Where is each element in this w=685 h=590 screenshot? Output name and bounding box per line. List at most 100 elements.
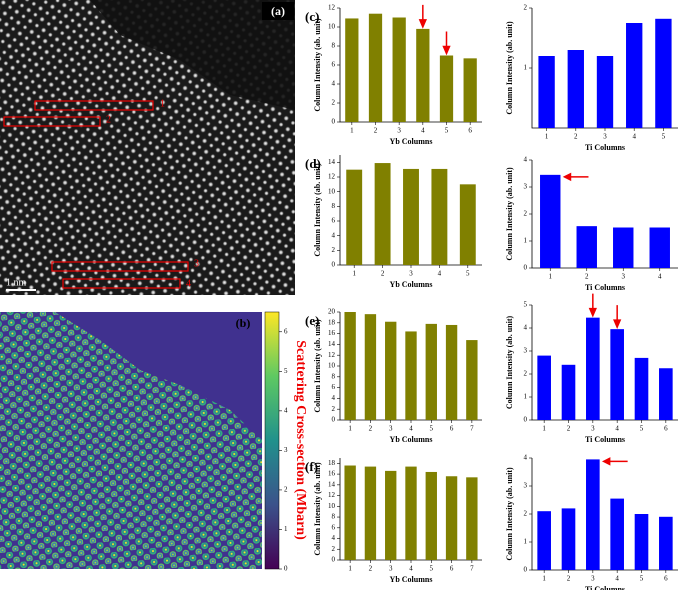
y-tick-label: 2 (332, 246, 336, 254)
arrow (588, 293, 597, 318)
x-tick-label: 3 (389, 565, 393, 573)
y-tick-label: 1 (524, 538, 528, 546)
y-tick-label: 16 (328, 470, 336, 478)
panel-label: (f) (305, 459, 318, 474)
bar (634, 514, 649, 570)
bar (466, 340, 478, 420)
y-tick-label: 0 (524, 416, 528, 424)
x-tick-label: 4 (615, 575, 619, 583)
x-tick-label: 4 (438, 270, 442, 278)
y-axis-label: Column Intensity (ab. unit) (505, 315, 514, 409)
x-tick-label: 6 (468, 127, 472, 135)
colorbar-tick-label: 0 (284, 565, 288, 573)
bar (649, 227, 670, 268)
y-tick-label: 12 (328, 173, 336, 181)
empty-region (55, 312, 262, 440)
axis (339, 8, 482, 123)
y-tick-label: 6 (332, 217, 336, 225)
x-tick-label: 4 (632, 133, 636, 141)
bar (425, 471, 437, 560)
x-tick-label: 2 (381, 270, 385, 278)
x-tick-label: 6 (664, 575, 668, 583)
y-tick-label: 6 (332, 61, 336, 69)
x-tick-label: 1 (348, 565, 352, 573)
x-tick-label: 5 (640, 575, 644, 583)
arrow (418, 4, 427, 29)
y-tick-label: 1 (524, 237, 528, 245)
bar (344, 312, 356, 420)
panel-label: (d) (305, 156, 321, 171)
bar (431, 168, 448, 265)
y-tick-label: 8 (332, 42, 336, 50)
x-tick-label: 3 (591, 425, 595, 433)
x-tick-label: 3 (591, 575, 595, 583)
bar (416, 28, 430, 122)
panel-label: (e) (305, 313, 319, 328)
bar (655, 18, 672, 128)
y-tick-label: 10 (328, 362, 336, 370)
x-tick-label: 2 (567, 425, 571, 433)
y-tick-label: 6 (332, 523, 336, 531)
x-tick-label: 3 (389, 425, 393, 433)
x-tick-label: 1 (350, 127, 354, 135)
x-tick-label: 5 (466, 270, 470, 278)
y-axis-label: Column Intensity (ab. unit) (505, 467, 514, 561)
x-tick-label: 5 (662, 133, 666, 141)
x-tick-label: 2 (374, 127, 378, 135)
y-axis-label: Column Intensity (ab. unit) (505, 167, 514, 261)
y-tick-label: 12 (328, 351, 336, 359)
box-label: 4 (186, 278, 191, 289)
panel-label: (b) (236, 316, 251, 330)
bar (540, 174, 561, 268)
bar (364, 314, 377, 420)
y-tick-label: 0 (524, 566, 528, 574)
colorbar-tick-label: 2 (284, 486, 288, 494)
bar (537, 511, 551, 570)
bar (385, 321, 397, 420)
x-axis-label: Ti Columns (585, 585, 625, 590)
y-axis-label: Column Intensity (ab. unit) (313, 163, 322, 257)
x-tick-label: 3 (622, 273, 626, 281)
axis (531, 458, 678, 571)
bar (463, 58, 477, 122)
x-axis-label: Yb Columns (390, 435, 433, 444)
y-tick-label: 4 (332, 231, 336, 239)
y-tick-label: 20 (328, 308, 336, 316)
x-tick-label: 5 (640, 425, 644, 433)
axis (531, 305, 678, 421)
y-tick-label: 3 (524, 183, 528, 191)
y-tick-label: 4 (524, 454, 528, 462)
bar (445, 476, 458, 560)
x-tick-label: 2 (574, 133, 578, 141)
bar (445, 324, 458, 420)
y-tick-label: 4 (332, 394, 336, 402)
panel-label: (c) (305, 9, 319, 24)
y-tick-label: 1 (524, 393, 528, 401)
scale-label: 1 nm (6, 277, 27, 288)
x-tick-label: 6 (664, 425, 668, 433)
vacuum-region (90, 0, 295, 110)
y-axis-label: Column Intensity (ab. unit) (313, 319, 322, 413)
x-tick-label: 5 (430, 425, 434, 433)
x-tick-label: 5 (445, 127, 449, 135)
y-tick-label: 0 (332, 556, 336, 564)
bar (346, 169, 363, 265)
colorbar-label: Scattering Cross-section (Mbarn) (293, 340, 308, 540)
y-tick-label: 10 (328, 23, 336, 31)
y-tick-label: 2 (524, 370, 528, 378)
y-tick-label: 0 (332, 416, 336, 424)
bar (610, 498, 624, 570)
bar (374, 163, 391, 265)
x-tick-label: 4 (409, 425, 413, 433)
colorbar-tick-label: 6 (284, 327, 288, 335)
bar (538, 56, 555, 128)
y-axis-label: Column Intensity (ab. unit) (313, 18, 322, 112)
y-tick-label: 8 (332, 372, 336, 380)
y-tick-label: 8 (332, 202, 336, 210)
column-box (62, 278, 181, 289)
y-axis-label: Column Intensity (ab. unit) (505, 21, 514, 115)
panel-b: (b) Scattering Cross-section (Mbarn) (0, 311, 308, 570)
panel-a: (a) 1 2 3 4 1 nm (0, 0, 295, 295)
bar (659, 368, 673, 420)
bar (659, 516, 673, 570)
